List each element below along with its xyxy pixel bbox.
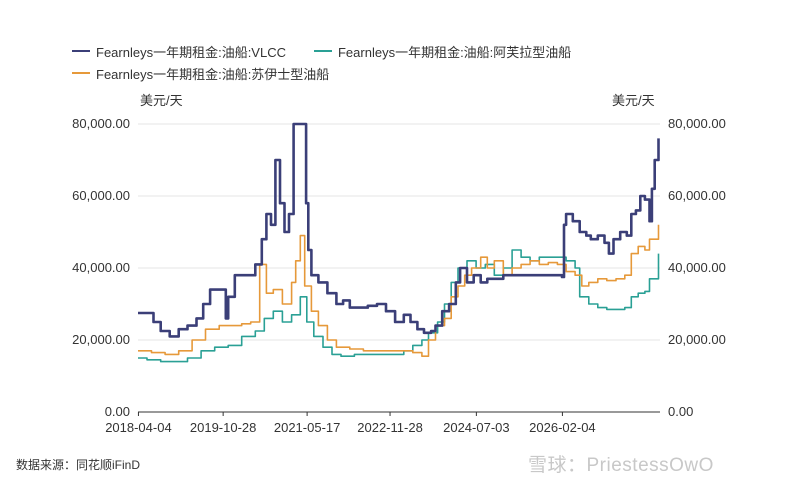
y-tick-label-left: 20,000.00 [72, 332, 130, 347]
data-source: 数据来源：同花顺iFinD [16, 458, 141, 472]
y-tick-label-right: 60,000.00 [668, 188, 726, 203]
y-tick-label-left: 80,000.00 [72, 116, 130, 131]
series-line-vlcc [138, 122, 660, 338]
x-tick-label: 2021-05-17 [274, 420, 341, 435]
y-tick-label-left: 0.00 [105, 404, 130, 419]
right-axis-unit: 美元/天 [612, 93, 655, 108]
series-line-aframax [138, 249, 660, 363]
x-tick-label: 2019-10-28 [190, 420, 257, 435]
legend-swatch-suezmax [72, 72, 90, 74]
legend-item-aframax: Fearnleys一年期租金:油船:阿芙拉型油船 [313, 42, 572, 61]
y-tick-label-right: 80,000.00 [668, 116, 726, 131]
y-tick-label-left: 40,000.00 [72, 260, 130, 275]
watermark: 雪球：PriestessOwO [528, 455, 714, 476]
legend-label-aframax: Fearnleys一年期租金:油船:阿芙拉型油船 [337, 44, 572, 60]
legend-swatch-aframax [313, 50, 332, 52]
x-tick-label: 2026-02-04 [529, 420, 596, 435]
y-tick-label-right: 20,000.00 [668, 332, 726, 347]
x-tick-label: 2024-07-03 [443, 420, 510, 435]
left-axis-unit: 美元/天 [140, 93, 183, 108]
x-tick-label: 2018-04-04 [105, 420, 172, 435]
x-tick-label: 2022-11-28 [357, 420, 423, 435]
legend-swatch-vlcc [72, 50, 90, 52]
y-tick-label-right: 40,000.00 [668, 260, 726, 275]
legend-item-suezmax: Fearnleys一年期租金:油船:苏伊士型油船 [72, 64, 329, 83]
y-tick-label-right: 0.00 [668, 404, 693, 419]
legend-label-suezmax: Fearnleys一年期租金:油船:苏伊士型油船 [96, 66, 330, 82]
legend-item-vlcc: Fearnleys一年期租金:油船:VLCC [72, 42, 286, 61]
chart-legend: Fearnleys一年期租金:油船:VLCC Fearnleys一年期租金:油船… [72, 40, 599, 84]
legend-label-vlcc: Fearnleys一年期租金:油船:VLCC [96, 44, 286, 60]
y-tick-label-left: 60,000.00 [72, 188, 130, 203]
